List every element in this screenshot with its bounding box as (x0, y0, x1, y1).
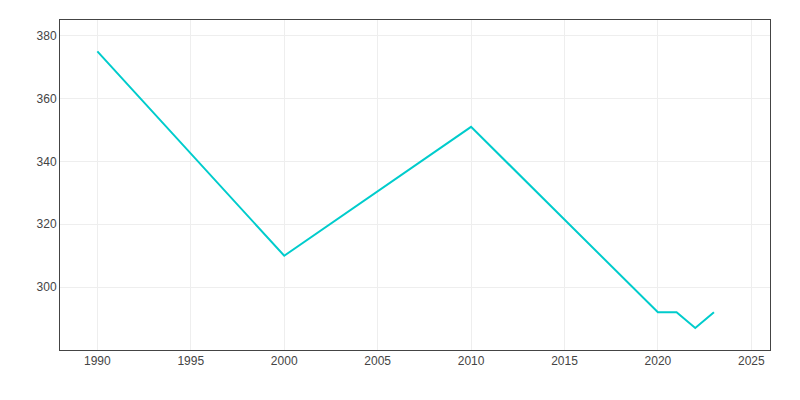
svg-text:360: 360 (37, 92, 57, 106)
svg-text:300: 300 (37, 280, 57, 294)
svg-text:2005: 2005 (364, 354, 391, 368)
svg-text:2025: 2025 (738, 354, 765, 368)
svg-text:2010: 2010 (458, 354, 485, 368)
svg-text:340: 340 (37, 155, 57, 169)
svg-text:2000: 2000 (271, 354, 298, 368)
svg-text:1995: 1995 (177, 354, 204, 368)
svg-text:1990: 1990 (84, 354, 111, 368)
svg-text:380: 380 (37, 29, 57, 43)
svg-text:320: 320 (37, 217, 57, 231)
svg-text:2015: 2015 (551, 354, 578, 368)
svg-text:2020: 2020 (645, 354, 672, 368)
